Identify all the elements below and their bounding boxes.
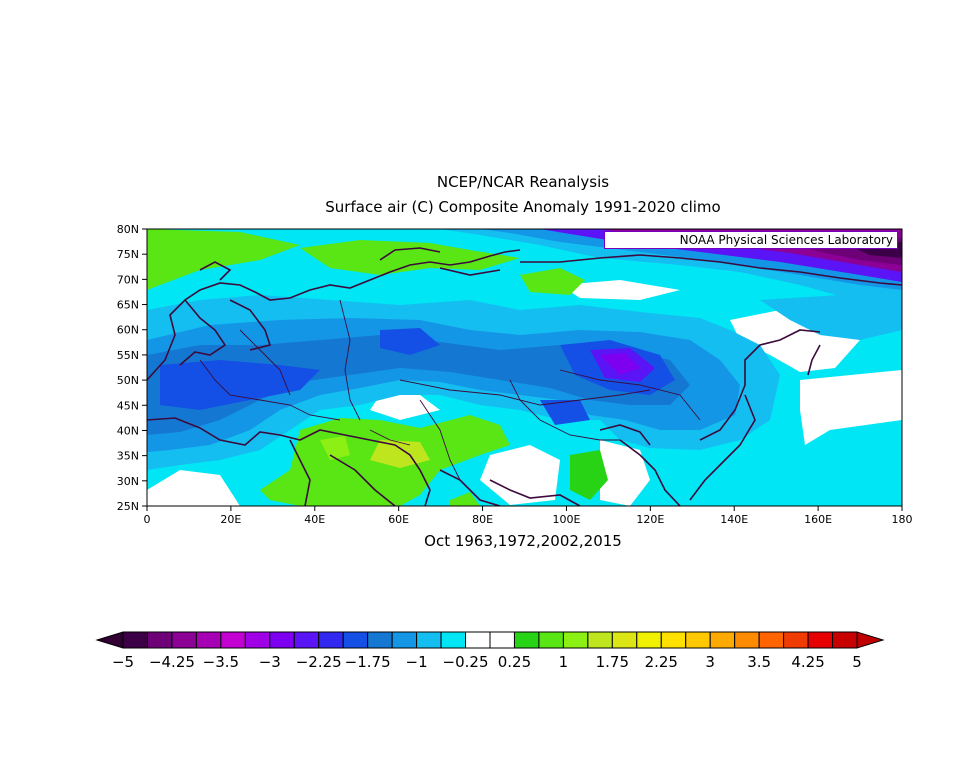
lat-tick-label: 40N	[117, 424, 139, 437]
colorbar-label: 0.25	[498, 653, 531, 671]
lat-tick-label: 65N	[117, 299, 139, 312]
colorbar-label: 2.25	[645, 653, 678, 671]
lon-tick-label: 0	[144, 513, 151, 526]
colorbar-swatch	[685, 631, 711, 649]
map-title: NCEP/NCAR Reanalysis	[436, 173, 610, 191]
lon-tick-label: 160E	[804, 513, 832, 526]
colorbar-label: 4.25	[791, 653, 824, 671]
lon-tick-label: 100E	[552, 513, 580, 526]
lon-tick-label: 120E	[636, 513, 664, 526]
colorbar-swatch	[807, 631, 834, 649]
colorbar-swatch	[538, 631, 564, 649]
longitude-axis: 0 20E 40E 60E 80E 100E 120E 140E 160E 180	[144, 506, 913, 526]
map-subtitle: Surface air (C) Composite Anomaly 1991-2…	[325, 198, 721, 216]
colorbar-swatches	[95, 631, 885, 649]
borders	[199, 299, 701, 481]
colorbar-label: −2.25	[296, 653, 342, 671]
lon-tick-label: 140E	[720, 513, 748, 526]
colorbar-swatch	[734, 631, 760, 649]
colorbar-labels: −5 −4.25 −3.5 −3 −2.25 −1.75 −1 −0.25 0.25 1 1.75 2…	[112, 653, 862, 671]
lon-tick-label: 60E	[388, 513, 409, 526]
coastlines	[147, 247, 902, 506]
colorbar-swatch	[416, 631, 442, 649]
colorbar-swatch	[342, 631, 369, 649]
lat-tick-label: 70N	[117, 273, 139, 286]
colorbar-arrow-left	[95, 631, 124, 649]
colorbar-swatch	[171, 631, 197, 649]
lon-tick-label: 20E	[220, 513, 241, 526]
latitude-axis: 80N 75N 70N 65N 60N 55N 50N 45N 40N 35N 30N 25N	[117, 223, 147, 513]
colorbar-label: −4.25	[149, 653, 195, 671]
lon-tick-label: 40E	[304, 513, 325, 526]
anomaly-field	[147, 229, 902, 506]
colorbar-swatch	[318, 631, 344, 649]
colorbar-swatch	[587, 631, 613, 649]
colorbar-swatch	[636, 631, 662, 649]
colorbar-swatch	[391, 631, 418, 649]
lat-tick-label: 55N	[117, 349, 139, 362]
lat-tick-label: 75N	[117, 248, 139, 261]
period-label: Oct 1963,1972,2002,2015	[424, 532, 622, 550]
colorbar-swatch	[146, 631, 173, 649]
colorbar-swatch	[783, 631, 809, 649]
colorbar-swatch	[709, 631, 736, 649]
colorbar-swatch	[244, 631, 271, 649]
colorbar-swatch	[611, 631, 638, 649]
colorbar-label: −3	[259, 653, 281, 671]
lat-tick-label: 45N	[117, 399, 139, 412]
colorbar-swatch	[440, 631, 467, 649]
colorbar-swatch	[220, 631, 246, 649]
colorbar-label: −0.25	[443, 653, 489, 671]
colorbar-swatch	[562, 631, 589, 649]
colorbar-label: −5	[112, 653, 134, 671]
colorbar-swatch	[832, 631, 858, 649]
lat-tick-label: 25N	[117, 500, 139, 513]
colorbar-label: −3.5	[203, 653, 239, 671]
lat-tick-label: 50N	[117, 374, 139, 387]
colorbar-swatch	[367, 631, 393, 649]
colorbar-label: 1.75	[596, 653, 629, 671]
colorbar-swatch	[195, 631, 222, 649]
colorbar-swatch	[660, 631, 687, 649]
colorbar-swatch	[122, 631, 148, 649]
colorbar-label: 5	[852, 653, 862, 671]
colorbar-label: −1.75	[345, 653, 391, 671]
colorbar-arrow-right	[856, 631, 885, 649]
colorbar-label: 1	[559, 653, 569, 671]
colorbar-label: −1	[406, 653, 428, 671]
lon-tick-label: 80E	[472, 513, 493, 526]
colorbar-swatch	[489, 631, 515, 649]
credit-label: NOAA Physical Sciences Laboratory	[604, 231, 898, 249]
lat-tick-label: 30N	[117, 475, 139, 488]
colorbar-swatch	[758, 631, 785, 649]
colorbar-label: 3	[705, 653, 715, 671]
colorbar-swatch	[513, 631, 540, 649]
colorbar-swatch	[269, 631, 295, 649]
lon-tick-label: 180	[892, 513, 913, 526]
colorbar-swatch	[293, 631, 320, 649]
map-frame	[146, 228, 903, 507]
colorbar-swatch	[465, 631, 491, 649]
lat-tick-label: 35N	[117, 450, 139, 463]
lat-tick-label: 60N	[117, 324, 139, 337]
colorbar-label: 3.5	[747, 653, 771, 671]
lat-tick-label: 80N	[117, 223, 139, 236]
